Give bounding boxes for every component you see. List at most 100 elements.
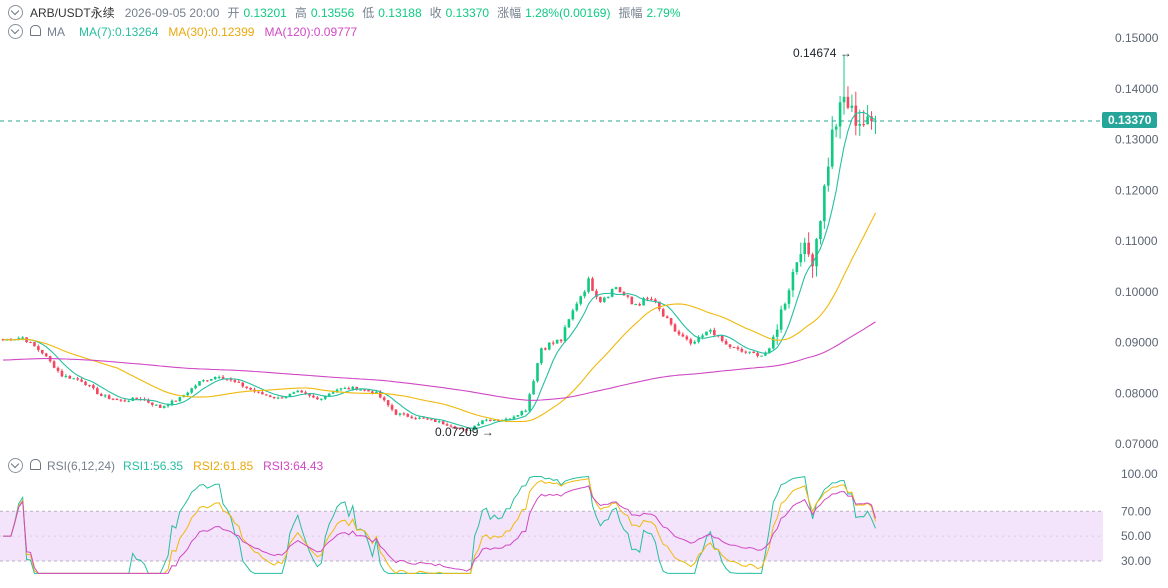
ma-legend: MA MA(7):0.13264 MA(30):0.12399 MA(120):… xyxy=(8,24,357,39)
candle-body xyxy=(426,418,429,420)
candle-body xyxy=(532,381,535,395)
candle-body xyxy=(563,327,567,342)
candle-body xyxy=(378,391,382,398)
candle-body xyxy=(151,402,154,405)
ohlc-header: ARB/USDT永续 2026-09-05 20:00 开 0.13201 高 … xyxy=(8,4,681,21)
candle-body xyxy=(492,420,496,422)
candle-body xyxy=(705,331,708,336)
candle-body xyxy=(257,391,260,393)
candle-body xyxy=(158,404,162,408)
ma30-value: MA(30):0.12399 xyxy=(168,24,255,39)
candle-body xyxy=(599,296,602,302)
candle-body xyxy=(44,353,48,357)
candle-body xyxy=(178,397,182,401)
candle-body xyxy=(245,386,248,388)
price-tick-label: 0.15000 xyxy=(1115,31,1159,45)
candle-body xyxy=(779,309,783,330)
candle-body xyxy=(261,392,264,395)
collapse-chevron-icon[interactable] xyxy=(8,5,23,20)
alert-bell-icon[interactable] xyxy=(30,459,41,470)
candle-body xyxy=(634,304,638,306)
price-tick-label: 0.07000 xyxy=(1115,437,1159,451)
candle-body xyxy=(858,124,862,126)
candle-body xyxy=(272,397,276,399)
candle-body xyxy=(665,316,669,319)
candle-body xyxy=(190,388,193,393)
candle-body xyxy=(457,427,461,429)
candle-body xyxy=(469,429,472,431)
rsi2-value: RSI2:61.85 xyxy=(193,458,254,473)
price-tick-label: 0.13000 xyxy=(1115,133,1159,147)
candle-body xyxy=(449,425,453,427)
rsi3-line xyxy=(3,485,876,574)
candle-body xyxy=(512,416,516,419)
candle-body xyxy=(17,338,21,340)
candle-body xyxy=(154,404,158,406)
candle-body xyxy=(402,413,406,415)
high-label: 高 xyxy=(294,6,307,20)
candle-body xyxy=(72,378,76,380)
candle-body xyxy=(304,392,307,394)
price-tick-label: 0.11000 xyxy=(1115,234,1158,248)
collapse-chevron-icon[interactable] xyxy=(8,24,23,39)
candle-body xyxy=(430,419,433,421)
candle-body xyxy=(237,381,241,383)
candle-body xyxy=(870,116,873,122)
candle-body xyxy=(249,387,252,390)
candle-body xyxy=(669,318,673,325)
candle-body xyxy=(697,337,700,342)
alert-bell-icon[interactable] xyxy=(30,25,41,36)
collapse-chevron-icon[interactable] xyxy=(8,458,23,473)
low-marker-label: 0.07209 → xyxy=(435,425,494,439)
candle-body xyxy=(744,351,748,353)
candle-body xyxy=(528,394,531,411)
price-tick-label: 0.14000 xyxy=(1115,82,1159,96)
candle-body xyxy=(343,388,347,390)
candle-body xyxy=(709,330,712,332)
candle-body xyxy=(799,254,803,263)
price-tick-label: 0.10000 xyxy=(1115,285,1159,299)
candle-body xyxy=(312,395,315,398)
candle-body xyxy=(422,417,425,419)
candle-body xyxy=(481,420,484,425)
datetime-label: 2026-09-05 20:00 xyxy=(124,5,220,20)
rsi-legend: RSI(6,12,24) RSI1:56.35 RSI2:61.85 RSI3:… xyxy=(8,458,323,473)
candle-body xyxy=(123,400,127,402)
rsi3-value: RSI3:64.43 xyxy=(263,458,324,473)
open-label: 开 xyxy=(227,6,240,20)
amplitude-label: 振幅 xyxy=(618,6,643,20)
candle-body xyxy=(771,336,775,349)
candle-body xyxy=(756,352,759,357)
candle-body xyxy=(229,379,233,381)
candle-body xyxy=(787,290,791,304)
candle-body xyxy=(477,424,480,426)
candle-body xyxy=(363,389,366,391)
price-tick-label: 0.09000 xyxy=(1115,336,1159,350)
candle-body xyxy=(591,278,594,291)
candle-body xyxy=(68,375,72,379)
candle-body xyxy=(834,126,838,130)
candle-body xyxy=(461,427,465,429)
candle-body xyxy=(441,421,445,425)
candle-body xyxy=(64,375,68,377)
candle-body xyxy=(618,287,622,293)
candle-body xyxy=(732,347,736,349)
ma30-line xyxy=(2,212,876,423)
candle-body xyxy=(162,406,166,408)
candle-body xyxy=(520,411,524,416)
candle-body xyxy=(316,397,319,400)
candle-body xyxy=(764,352,767,356)
candle-body xyxy=(752,351,755,353)
candle-body xyxy=(434,419,437,422)
candle-body xyxy=(382,397,386,401)
candle-body xyxy=(795,262,799,273)
candle-body xyxy=(320,398,323,400)
ma-title: MA xyxy=(47,24,65,39)
candle-body xyxy=(646,298,649,300)
candle-body xyxy=(347,388,351,390)
candle-body xyxy=(127,400,131,402)
candle-body xyxy=(241,382,245,387)
candle-body xyxy=(76,378,79,380)
candle-body xyxy=(736,347,740,349)
